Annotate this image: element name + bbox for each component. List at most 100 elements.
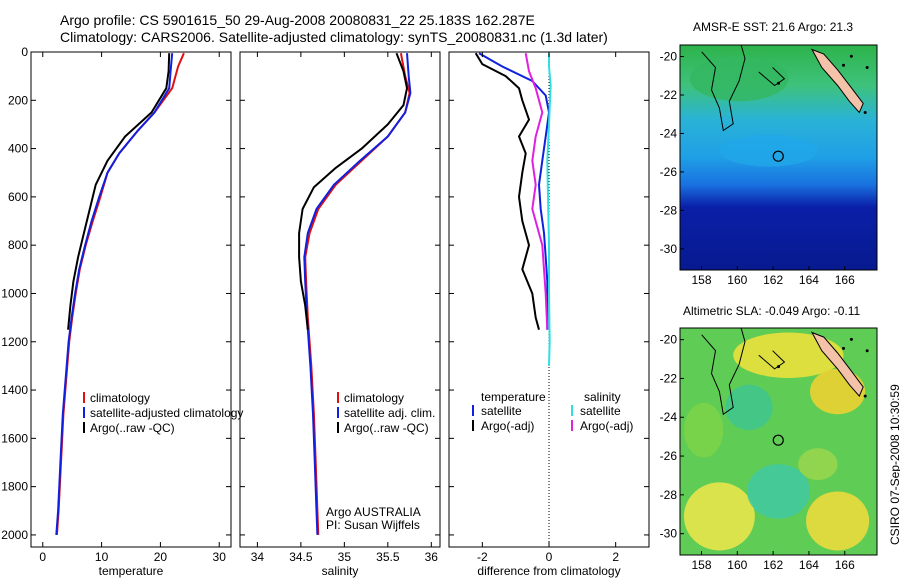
y-tick-label: 200	[8, 93, 28, 107]
small-island	[842, 346, 846, 350]
plot-frame	[30, 51, 232, 548]
y-tick-label: -30	[660, 527, 678, 541]
small-island	[849, 54, 853, 58]
argo-credit-line1: Argo AUSTRALIA	[326, 505, 421, 519]
legend-header-salinity: salinity	[584, 390, 621, 404]
y-tick-label: -24	[660, 126, 678, 140]
sst-warm-patch	[689, 56, 789, 102]
sla-anomaly-patch	[683, 402, 724, 458]
sla-field	[680, 328, 877, 555]
coastline	[701, 328, 746, 416]
legend-label: Argo(..raw -QC)	[90, 421, 175, 435]
y-tick-label: -28	[660, 488, 678, 502]
coastline	[701, 45, 746, 132]
y-tick-label: -26	[660, 165, 678, 179]
x-axis-label: difference from climatology	[477, 564, 620, 578]
argo-float-marker	[772, 434, 784, 446]
x-tick-label: 160	[727, 273, 747, 287]
sla-map-title: Altimetric SLA: -0.049 Argo: -0.11	[683, 304, 861, 318]
small-island	[865, 349, 869, 353]
series-line-1	[55, 53, 174, 535]
x-axis-label: temperature	[99, 564, 164, 578]
y-tick-label: 1600	[1, 431, 28, 445]
y-tick-label: -28	[660, 203, 678, 217]
x-tick-label: 2	[612, 550, 619, 564]
sla-anomaly-patch	[725, 384, 773, 431]
legend-label: satellite-adjusted climatology	[90, 406, 243, 420]
y-tick-label: -22	[660, 88, 678, 102]
map-frame	[679, 327, 878, 556]
x-tick-label: 162	[763, 558, 783, 572]
y-tick-label: -22	[660, 371, 678, 385]
y-tick-label: 1800	[1, 480, 28, 494]
y-tick-label: -20	[660, 50, 678, 64]
x-tick-label: 20	[154, 550, 168, 564]
x-tick-label: 166	[835, 558, 855, 572]
y-tick-label: -24	[660, 410, 678, 424]
legend-label: satellite adj. clim.	[344, 406, 435, 420]
x-tick-label: 35	[338, 550, 352, 564]
x-tick-label: 34.5	[289, 550, 313, 564]
legend-label: satellite	[481, 404, 522, 418]
sst-map-title: AMSR-E SST: 21.6 Argo: 21.3	[693, 20, 854, 34]
sla-anomaly-patch	[683, 482, 755, 551]
argo-credit: Argo AUSTRALIA PI: Susan Wijffels	[326, 506, 421, 532]
small-island	[777, 365, 780, 369]
legend-label: Argo(..raw -QC)	[344, 421, 429, 435]
legend-header-temperature: temperature	[481, 390, 546, 404]
argo-credit-line2: PI: Susan Wijffels	[326, 518, 420, 532]
x-tick-label: 0	[546, 550, 553, 564]
sla-anomaly-patch	[733, 332, 844, 378]
small-island	[849, 337, 853, 341]
x-tick-label: 30	[213, 550, 227, 564]
x-tick-label: 35.5	[376, 550, 400, 564]
y-tick-label: 800	[8, 238, 28, 252]
x-tick-label: 10	[95, 550, 109, 564]
series-line-2	[298, 52, 408, 330]
small-island	[863, 394, 867, 398]
y-tick-label: -30	[660, 242, 678, 256]
small-island	[777, 81, 780, 85]
sst-warm-patch	[719, 135, 818, 167]
salinity-plot: 34 34.5 35 35.5 36 salinity climatologysatelli…	[239, 51, 441, 578]
small-island	[865, 66, 869, 69]
x-tick-label: 36	[425, 550, 439, 564]
temperature-plot: 0 10 20 30 0 200 400 600 800 1000 1200 1400 1600 1800…	[1, 45, 243, 578]
small-island	[863, 111, 867, 114]
x-tick-label: 166	[835, 273, 855, 287]
x-tick-label: 0	[39, 550, 46, 564]
sla-anomaly-patch	[806, 491, 870, 551]
new-caledonia-island	[810, 331, 864, 398]
series-line-0	[304, 53, 411, 535]
y-tick-label: 1200	[1, 335, 28, 349]
map-frame	[679, 44, 878, 271]
legend-label: climatology	[90, 391, 150, 405]
y-tick-label: 2000	[1, 528, 28, 542]
series-line-2	[546, 53, 552, 366]
x-tick-label: 158	[691, 273, 711, 287]
y-tick-label: -20	[660, 333, 678, 347]
x-tick-label: 34	[251, 550, 265, 564]
figure-title-line2: Climatology: CARS2006. Satellite-adjuste…	[60, 29, 608, 45]
x-tick-label: 164	[799, 558, 819, 572]
sst-field	[680, 45, 877, 270]
series-line-3	[524, 53, 549, 330]
x-tick-label: 162	[763, 273, 783, 287]
sla-map: 158 160 162 164 166 -20 -22 -24 -26 -28 -30	[660, 327, 878, 572]
y-tick-label: 1400	[1, 383, 28, 397]
series-line-2	[67, 53, 171, 330]
legend-label: satellite	[580, 404, 621, 418]
small-island	[842, 63, 846, 67]
x-tick-label: 160	[727, 558, 747, 572]
x-axis-label: salinity	[322, 564, 359, 578]
y-tick-label: 0	[21, 45, 28, 59]
new-caledonia-island	[810, 48, 864, 114]
x-tick-label: 164	[799, 273, 819, 287]
series-line-1	[474, 52, 540, 330]
footer-credit: CSIRO 07-Sep-2008 10:30:59	[888, 384, 900, 545]
x-tick-label: -2	[477, 550, 488, 564]
plot-frame	[239, 51, 441, 548]
legend-label: climatology	[344, 391, 404, 405]
